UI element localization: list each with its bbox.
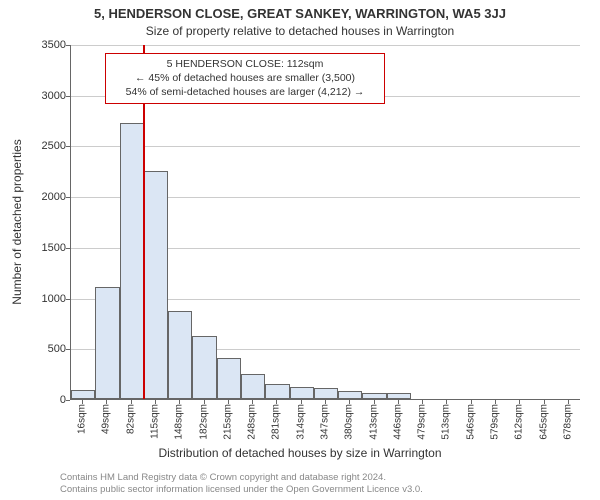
histogram-bar (71, 390, 95, 399)
x-axis-label: Distribution of detached houses by size … (0, 446, 600, 460)
histogram-bar (95, 287, 119, 399)
gridline (71, 146, 580, 147)
histogram-bar (144, 171, 168, 399)
page-title: 5, HENDERSON CLOSE, GREAT SANKEY, WARRIN… (0, 6, 600, 21)
xtick-label: 579sqm (490, 404, 501, 440)
xtick-label: 380sqm (344, 404, 355, 440)
xtick-label: 513sqm (441, 404, 452, 440)
ytick-label: 1500 (6, 242, 66, 254)
ytick-mark (66, 349, 70, 350)
ytick-mark (66, 197, 70, 198)
histogram-bar (217, 358, 241, 399)
xtick-label: 215sqm (222, 404, 233, 440)
annotation-line-3: 54% of semi-detached houses are larger (… (112, 85, 378, 99)
ytick-label: 2500 (6, 140, 66, 152)
xtick-label: 413sqm (368, 404, 379, 440)
ytick-mark (66, 248, 70, 249)
ytick-label: 3000 (6, 90, 66, 102)
xtick-label: 612sqm (514, 404, 525, 440)
xtick-label: 546sqm (465, 404, 476, 440)
histogram-bar (265, 384, 289, 399)
histogram-bar (290, 387, 314, 399)
ytick-label: 3500 (6, 39, 66, 51)
ytick-label: 0 (6, 394, 66, 406)
histogram-bar (120, 123, 144, 399)
histogram-bar (362, 393, 386, 399)
ytick-mark (66, 96, 70, 97)
xtick-label: 148sqm (174, 404, 185, 440)
ytick-label: 2000 (6, 191, 66, 203)
attribution-text: Contains HM Land Registry data © Crown c… (60, 472, 423, 496)
ytick-mark (66, 299, 70, 300)
xtick-label: 248sqm (247, 404, 258, 440)
xtick-label: 347sqm (320, 404, 331, 440)
histogram-bar (192, 336, 216, 399)
xtick-label: 115sqm (150, 404, 161, 439)
xtick-label: 446sqm (392, 404, 403, 440)
ytick-mark (66, 400, 70, 401)
ytick-label: 1000 (6, 293, 66, 305)
page-subtitle: Size of property relative to detached ho… (0, 24, 600, 38)
xtick-label: 678sqm (562, 404, 573, 440)
xtick-label: 82sqm (125, 404, 136, 434)
chart-container: 5, HENDERSON CLOSE, GREAT SANKEY, WARRIN… (0, 0, 600, 500)
histogram-bar (314, 388, 338, 399)
xtick-label: 479sqm (417, 404, 428, 440)
gridline (71, 45, 580, 46)
annotation-line-2: ← 45% of detached houses are smaller (3,… (112, 71, 378, 85)
ytick-mark (66, 146, 70, 147)
xtick-label: 16sqm (77, 404, 88, 434)
histogram-bar (168, 311, 192, 399)
xtick-label: 645sqm (538, 404, 549, 440)
annotation-line-1: 5 HENDERSON CLOSE: 112sqm (112, 57, 378, 71)
histogram-bar (241, 374, 265, 399)
xtick-label: 49sqm (101, 404, 112, 434)
xtick-label: 281sqm (271, 404, 282, 440)
histogram-bar (338, 391, 362, 399)
histogram-bar (387, 393, 411, 399)
xtick-label: 314sqm (295, 404, 306, 440)
annotation-box: 5 HENDERSON CLOSE: 112sqm ← 45% of detac… (105, 53, 385, 104)
ytick-mark (66, 45, 70, 46)
ytick-label: 500 (6, 343, 66, 355)
xtick-label: 182sqm (198, 404, 209, 440)
